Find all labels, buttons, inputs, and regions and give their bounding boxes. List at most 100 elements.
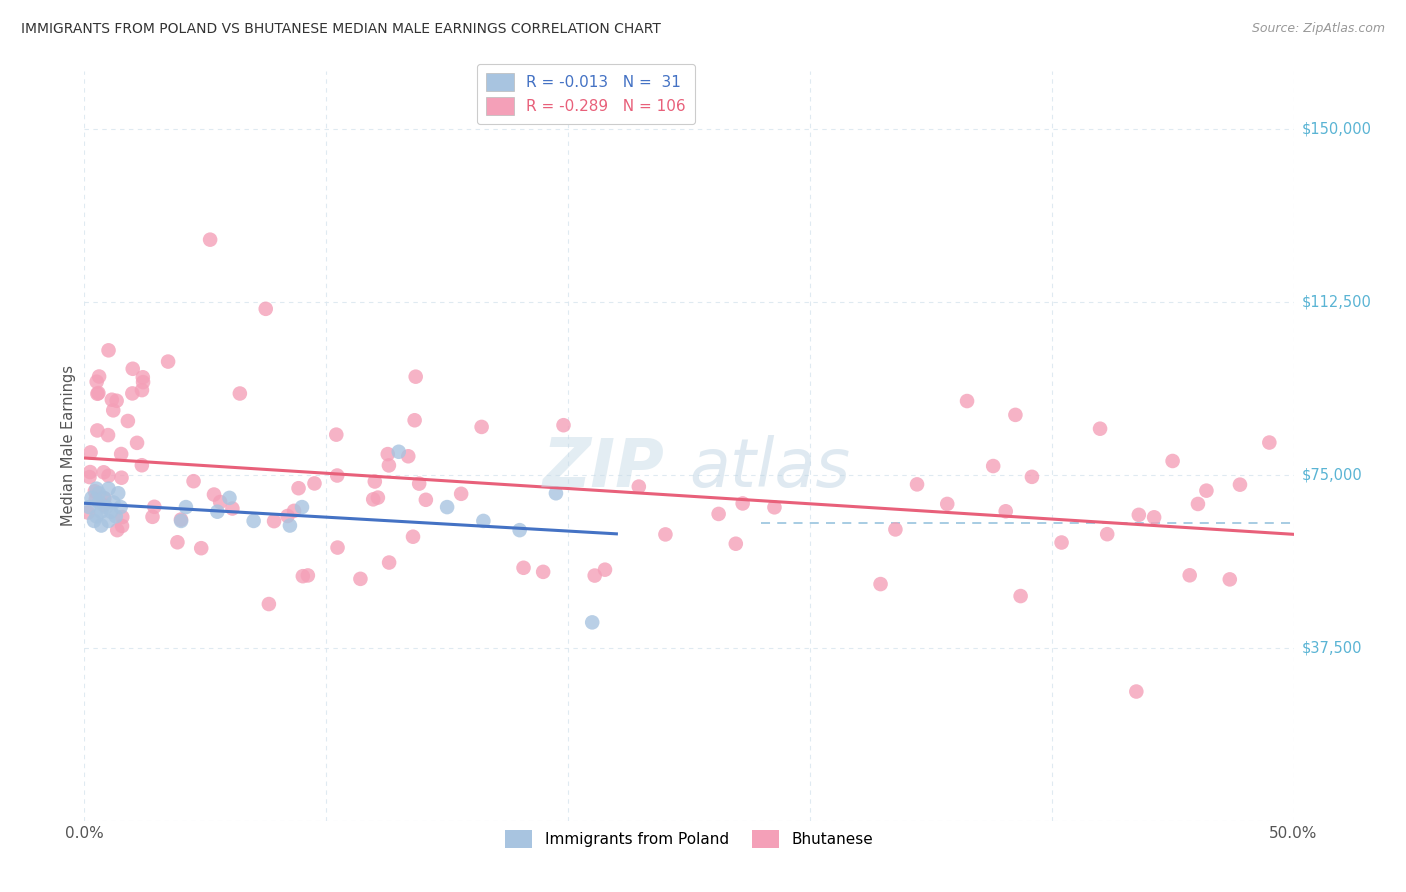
Point — [1125, 684, 1147, 698]
Point — [1229, 477, 1251, 491]
Text: $75,000: $75,000 — [1302, 467, 1362, 483]
Point — [278, 518, 301, 533]
Point — [97, 514, 120, 528]
Point — [1161, 454, 1184, 468]
Point — [283, 504, 305, 518]
Point — [110, 500, 132, 514]
Legend: Immigrants from Poland, Bhutanese: Immigrants from Poland, Bhutanese — [499, 824, 879, 855]
Point — [90, 505, 112, 519]
Point — [94, 500, 117, 514]
Point — [97, 468, 120, 483]
Text: ZIP: ZIP — [543, 435, 665, 501]
Point — [111, 510, 134, 524]
Point — [544, 486, 567, 500]
Y-axis label: Median Male Earnings: Median Male Earnings — [60, 366, 76, 526]
Point — [1095, 527, 1118, 541]
Point — [132, 370, 155, 384]
Point — [593, 563, 616, 577]
Point — [84, 491, 107, 506]
Point — [936, 497, 959, 511]
Point — [1004, 408, 1026, 422]
Point — [326, 468, 349, 483]
Point — [654, 527, 676, 541]
Point — [509, 523, 531, 537]
Point — [198, 233, 221, 247]
Point — [87, 495, 110, 509]
Point — [209, 495, 232, 509]
Point — [83, 514, 105, 528]
Point — [297, 568, 319, 582]
Point — [981, 458, 1004, 473]
Point — [131, 458, 153, 473]
Point — [1178, 568, 1201, 582]
Point — [304, 476, 326, 491]
Point — [471, 420, 494, 434]
Point — [378, 556, 401, 570]
Point — [291, 500, 314, 514]
Point — [388, 444, 411, 458]
Point — [77, 506, 100, 520]
Point — [512, 561, 534, 575]
Point — [1195, 483, 1218, 498]
Point — [221, 501, 243, 516]
Point — [1021, 470, 1043, 484]
Text: IMMIGRANTS FROM POLAND VS BHUTANESE MEDIAN MALE EARNINGS CORRELATION CHART: IMMIGRANTS FROM POLAND VS BHUTANESE MEDI… — [21, 22, 661, 37]
Point — [254, 301, 277, 316]
Point — [104, 509, 127, 524]
Point — [190, 541, 212, 556]
Point — [132, 375, 155, 389]
Point — [93, 491, 115, 505]
Point — [93, 466, 115, 480]
Point — [361, 492, 384, 507]
Point — [396, 450, 419, 464]
Point — [415, 492, 437, 507]
Point — [405, 369, 427, 384]
Point — [86, 482, 108, 496]
Point — [402, 530, 425, 544]
Point — [326, 541, 349, 555]
Point — [218, 491, 240, 505]
Point — [377, 447, 399, 461]
Point — [97, 482, 120, 496]
Point — [93, 498, 115, 512]
Point — [450, 487, 472, 501]
Point — [166, 535, 188, 549]
Point — [101, 392, 124, 407]
Point — [183, 474, 205, 488]
Point — [1010, 589, 1032, 603]
Point — [884, 523, 907, 537]
Point — [170, 514, 193, 528]
Point — [1187, 497, 1209, 511]
Point — [86, 386, 108, 401]
Point — [107, 486, 129, 500]
Point — [257, 597, 280, 611]
Point — [1050, 535, 1073, 549]
Point — [291, 569, 314, 583]
Point — [583, 568, 606, 582]
Point — [143, 500, 166, 514]
Point — [627, 480, 650, 494]
Point — [553, 418, 575, 433]
Point — [86, 375, 108, 389]
Point — [1258, 435, 1281, 450]
Text: $112,500: $112,500 — [1302, 294, 1372, 310]
Point — [117, 414, 139, 428]
Point — [86, 509, 108, 524]
Text: Source: ZipAtlas.com: Source: ZipAtlas.com — [1251, 22, 1385, 36]
Point — [724, 537, 747, 551]
Point — [87, 369, 110, 384]
Point — [1143, 510, 1166, 524]
Point — [80, 491, 103, 505]
Point — [408, 476, 430, 491]
Point — [207, 505, 229, 519]
Point — [1088, 422, 1111, 436]
Point — [170, 512, 193, 526]
Point — [869, 577, 891, 591]
Text: atlas: atlas — [689, 435, 851, 501]
Point — [763, 500, 786, 515]
Point — [87, 486, 110, 500]
Point — [277, 508, 299, 523]
Point — [97, 343, 120, 358]
Point — [472, 514, 495, 528]
Point — [202, 487, 225, 501]
